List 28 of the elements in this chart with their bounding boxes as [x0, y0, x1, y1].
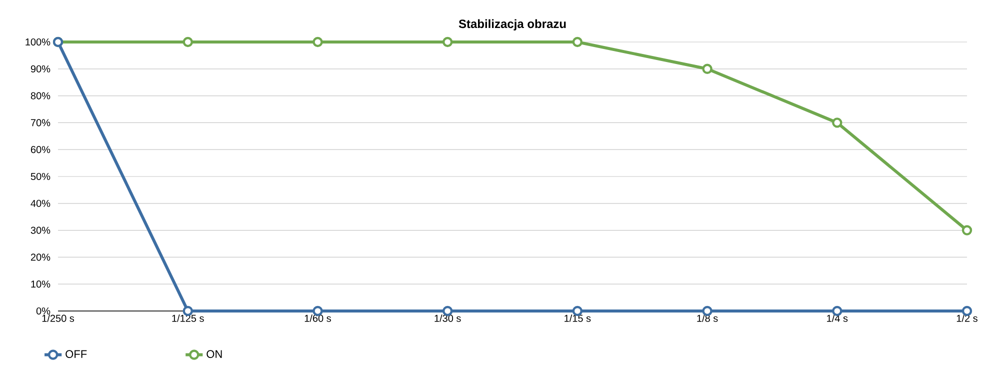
- y-tick-label: 30%: [30, 226, 50, 234]
- y-tick-label: 90%: [30, 65, 50, 72]
- x-tick-label: 1/4 s: [827, 314, 848, 322]
- y-tick-label: 100%: [26, 38, 50, 46]
- y-tick-label: 60%: [30, 146, 50, 154]
- x-tick-label: 1/60 s: [304, 314, 331, 322]
- legend-label: ON: [206, 350, 222, 358]
- x-tick-label: 1/30 s: [434, 314, 461, 322]
- y-tick-label: 20%: [30, 254, 50, 261]
- y-tick-label: 10%: [31, 280, 50, 288]
- x-tick-label: 1/125 s: [172, 314, 204, 322]
- point: [962, 225, 972, 236]
- x-tick-label: 1/250 s: [42, 314, 74, 322]
- point: [442, 36, 453, 48]
- point: [702, 64, 712, 74]
- y-tick-label: 80%: [30, 92, 50, 100]
- x-tick-label: 1/15 s: [564, 314, 591, 322]
- y-tick-label: 0%: [36, 307, 50, 315]
- point: [572, 36, 583, 48]
- point: [832, 118, 842, 128]
- y-tick-label: 40%: [30, 200, 50, 207]
- y-tick-label: 50%: [30, 172, 50, 180]
- chart-title: Stabilizacja obrazu: [458, 19, 566, 30]
- point: [312, 36, 323, 48]
- point: [182, 36, 193, 48]
- x-tick-label: 1/8 s: [697, 314, 718, 322]
- legend-label: OFF: [66, 350, 87, 358]
- y-tick-label: 70%: [30, 119, 50, 126]
